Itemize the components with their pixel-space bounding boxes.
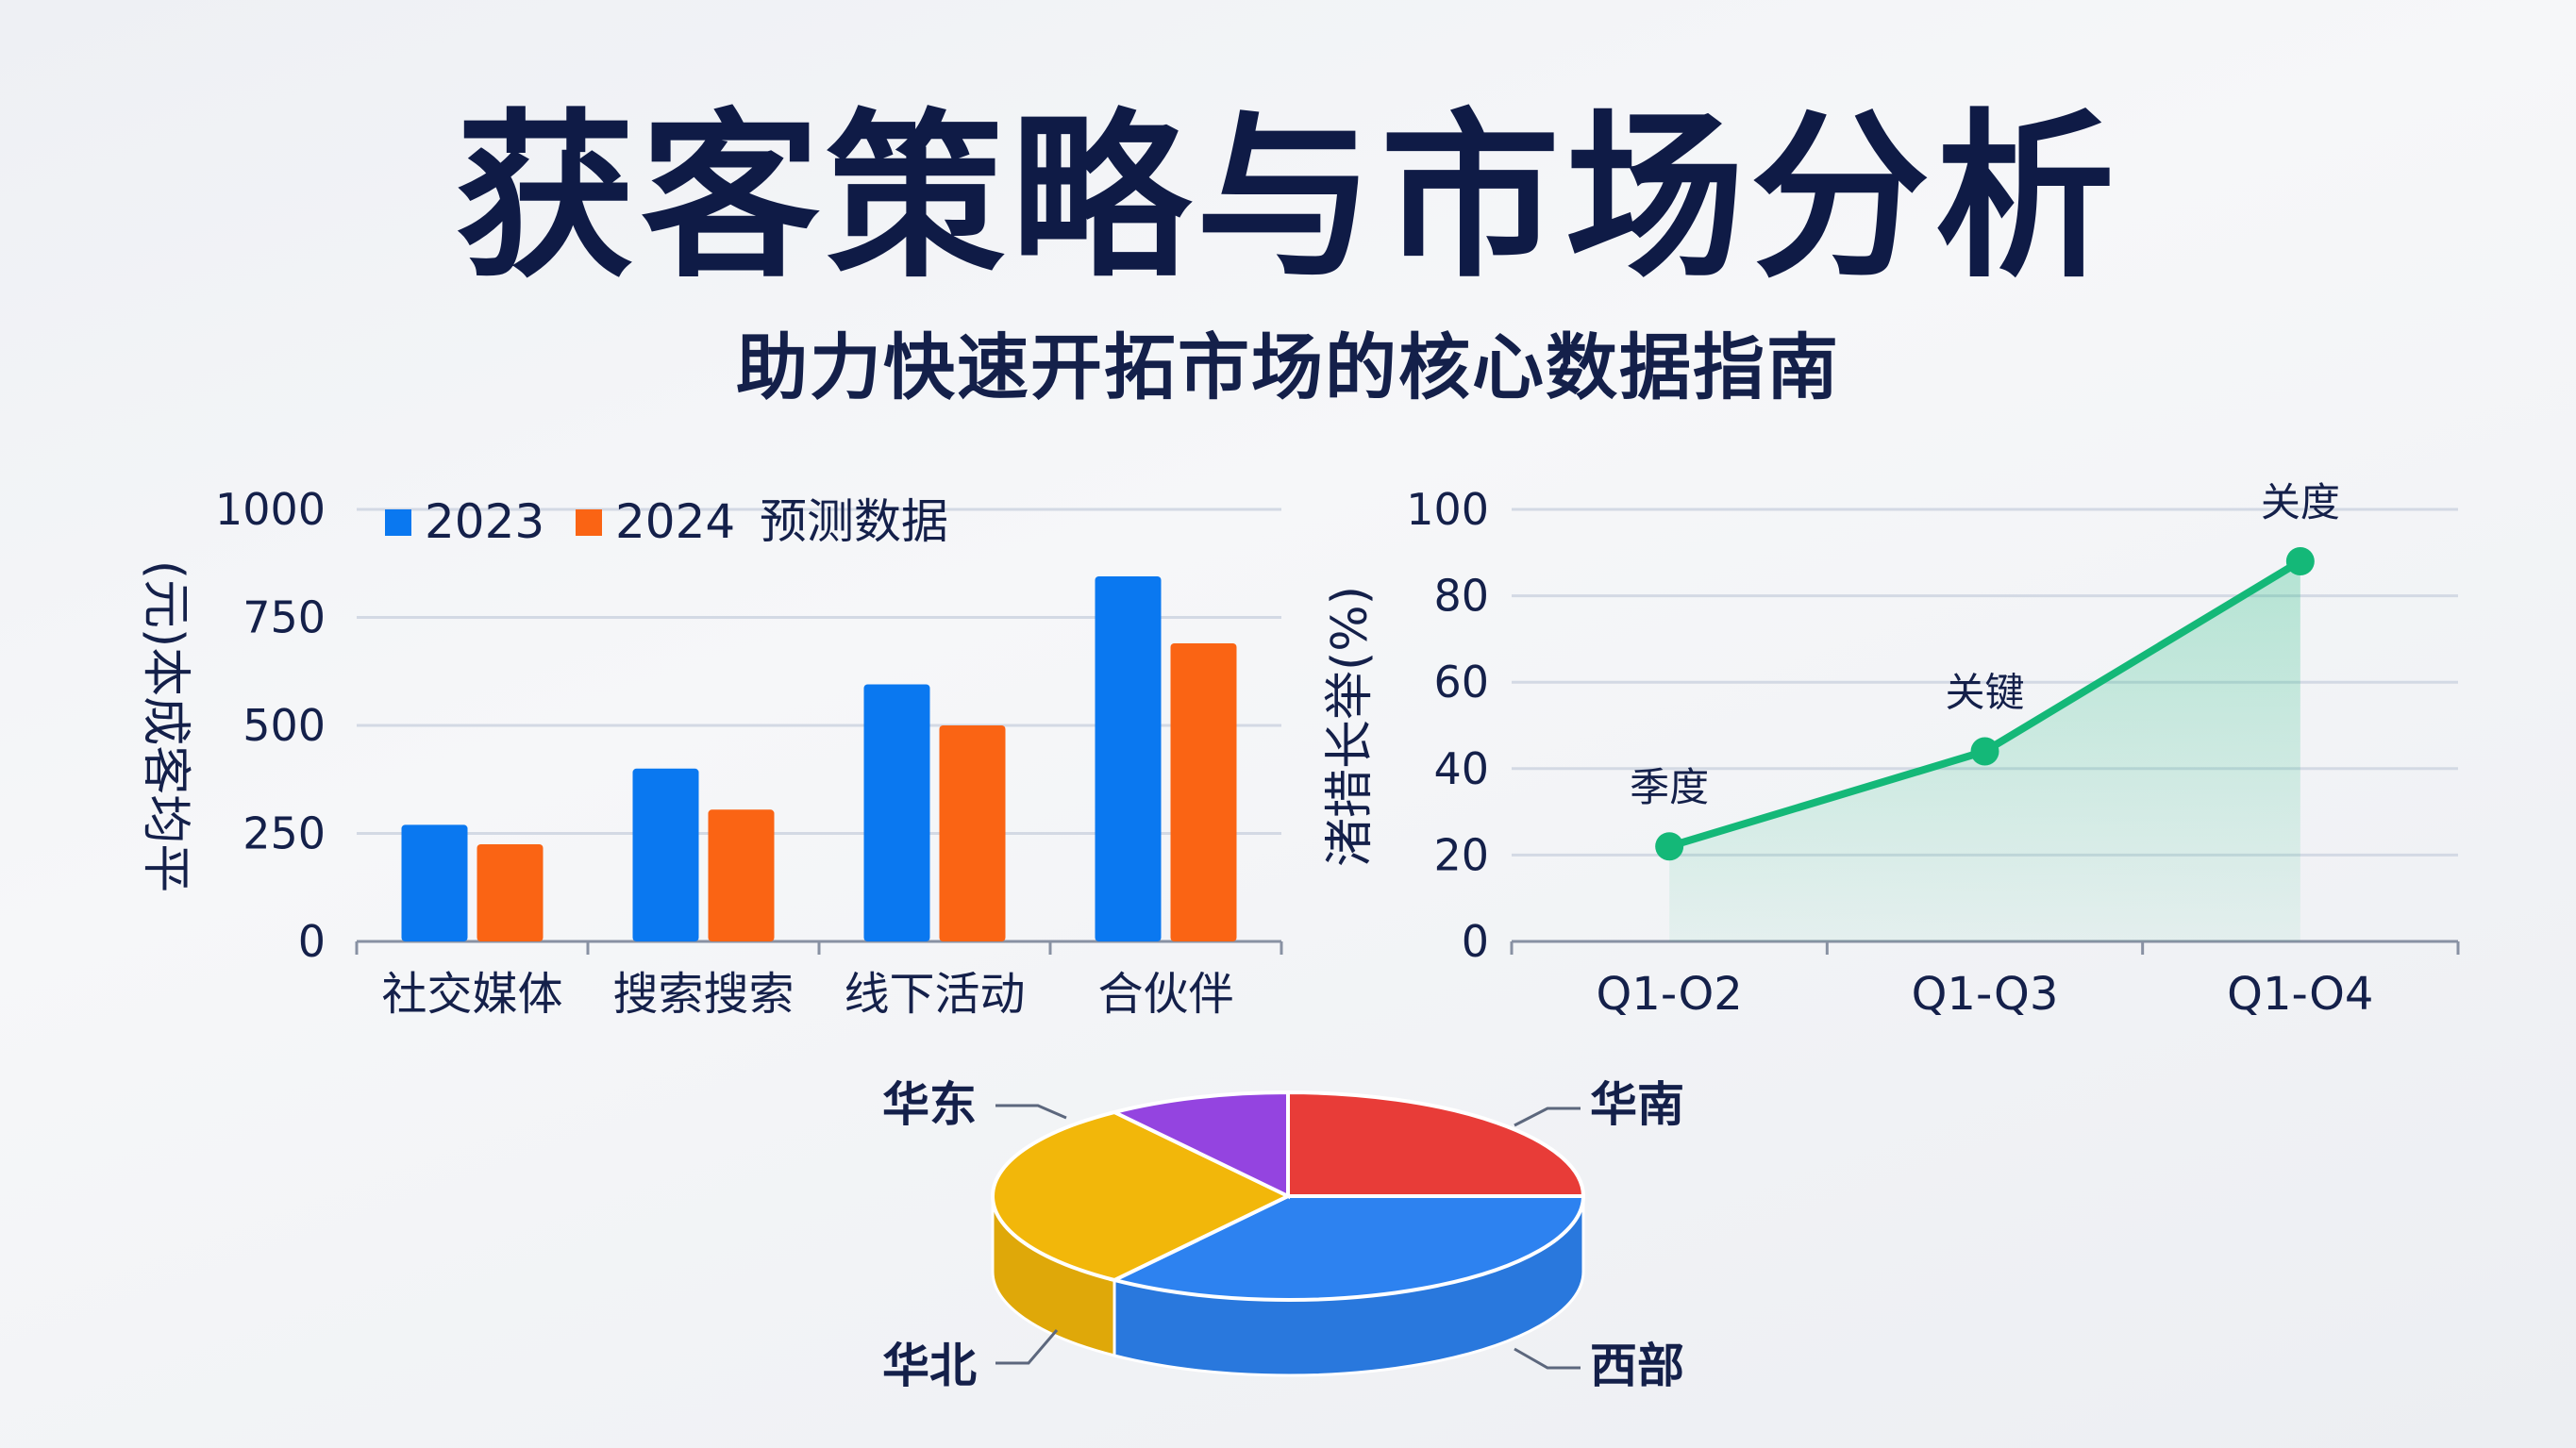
y-tick-label: 0 xyxy=(298,916,326,967)
pie-slice-华南[interactable] xyxy=(1286,1090,1586,1198)
leader-line xyxy=(1514,1347,1581,1370)
y-tick-label: 1000 xyxy=(215,484,326,535)
y-tick-label: 0 xyxy=(1462,916,1489,967)
bar-2024[interactable] xyxy=(939,725,1006,941)
bar-2023[interactable] xyxy=(401,824,468,941)
bar-2023[interactable] xyxy=(1095,575,1162,941)
line-point[interactable] xyxy=(2285,546,2315,575)
page-subtitle: 助力快速开拓市场的核心数据指南 xyxy=(736,325,1840,409)
legend-swatch xyxy=(576,509,602,536)
y-tick-label: 40 xyxy=(1433,743,1489,794)
bar-2024[interactable] xyxy=(477,843,544,941)
pie-label: 华北 xyxy=(882,1339,977,1393)
x-tick-label: 合伙伴 xyxy=(1097,968,1233,1021)
y-axis-label: 渚措长举(%) xyxy=(1322,586,1379,867)
x-tick-label: Q1-O4 xyxy=(2227,968,2373,1021)
y-tick-label: 100 xyxy=(1406,484,1489,535)
pie-label: 华东 xyxy=(882,1077,977,1132)
y-tick-label: 20 xyxy=(1433,829,1489,880)
y-tick-label: 500 xyxy=(243,700,326,751)
x-tick-label: 社交媒体 xyxy=(381,968,562,1021)
y-tick-label: 60 xyxy=(1433,657,1489,707)
pie-label: 西部 xyxy=(1590,1339,1684,1393)
legend-note: 预测数据 xyxy=(760,494,948,549)
point-annotation: 关键 xyxy=(1945,669,2024,715)
leader-line xyxy=(1514,1107,1581,1127)
line-point[interactable] xyxy=(1655,832,1684,861)
y-tick-label: 250 xyxy=(243,808,326,859)
point-annotation: 关度 xyxy=(2261,479,2340,525)
bar-2024[interactable] xyxy=(1170,642,1237,941)
bar-2023[interactable] xyxy=(863,684,930,941)
page-title: 获客策略与市场分析 xyxy=(455,93,2120,302)
line-point[interactable] xyxy=(1970,737,1999,766)
y-tick-label: 750 xyxy=(243,592,326,643)
x-tick-label: 线下活动 xyxy=(844,968,1025,1021)
bar-2023[interactable] xyxy=(632,768,699,941)
legend-label: 2024 xyxy=(615,494,735,549)
y-tick-label: 80 xyxy=(1433,571,1489,622)
bar-2024[interactable] xyxy=(708,809,775,941)
pie-slice-西部[interactable] xyxy=(1109,1194,1586,1302)
x-tick-label: 搜索搜索 xyxy=(612,968,794,1021)
legend-label: 2023 xyxy=(425,494,544,549)
line-chart: 0 20 40 60 80 100 渚措长举(%) 季度 Q1-O2 关键 Q1-Q3 关度 Q1-O4 xyxy=(1322,479,2460,1021)
leader-line xyxy=(995,1104,1067,1120)
pie-slice-华北[interactable] xyxy=(991,1109,1293,1283)
legend-swatch xyxy=(385,509,411,536)
x-tick-label: Q1-Q3 xyxy=(1912,968,2059,1021)
leader-line xyxy=(995,1329,1059,1365)
point-annotation: 季度 xyxy=(1630,764,1709,810)
y-axis-label: (元)本成客均平 xyxy=(137,560,193,893)
x-tick-label: Q1-O2 xyxy=(1597,968,1743,1021)
pie-slice-华东[interactable] xyxy=(1109,1090,1290,1200)
pie-label: 华南 xyxy=(1590,1077,1684,1132)
